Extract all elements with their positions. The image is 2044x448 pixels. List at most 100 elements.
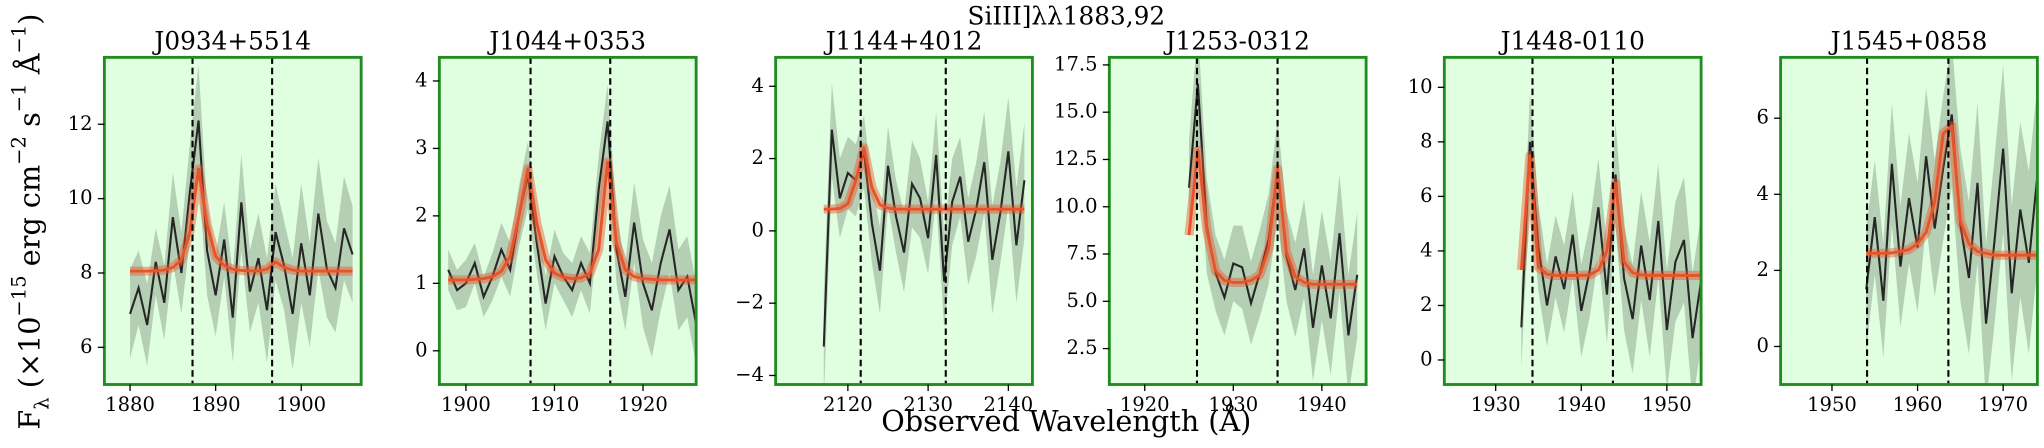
x-tick-label: 1950 [1807,393,1857,416]
flux-line [1520,141,1702,339]
y-tick-label: 2 [415,203,427,226]
panel-title: J1448-0110 [1498,27,1645,56]
y-tick-label: 4 [1756,182,1768,205]
y-tick-label: 4 [1420,238,1432,261]
error-band [1943,57,1952,240]
x-tick-label: 1930 [1208,393,1258,416]
y-tick-label: 10.0 [1054,194,1098,217]
x-tick-label: 1940 [1556,393,1606,416]
figure-title: SiIII]λλ1883,92 [968,2,1166,31]
panel-background [439,57,697,385]
y-label-part: λ [30,397,53,409]
model-line [1866,124,2038,257]
panel-frame [1442,55,1703,386]
y-label-part: erg cm [12,165,46,275]
x-tick-label: 2130 [903,393,953,416]
y-label-part: −2 [7,136,30,165]
error-band [1233,225,1243,309]
y-tick-label: 2.5 [1067,336,1098,359]
panel-title: J0934+5514 [151,27,311,56]
panel-frame [1107,55,1368,386]
y-tick-label: 0 [751,218,763,241]
y-tick-label: 8 [80,260,92,283]
panel-title: J1253-0312 [1163,27,1310,56]
panel-title: J1144+4012 [823,27,983,56]
flux-line [447,121,697,325]
x-tick-label: 1890 [191,393,241,416]
x-axis-label: Observed Wavelength (Å) [881,404,1251,438]
y-label-part: (×10 [12,317,46,398]
y-tick-label: −4 [735,363,764,386]
y-tick-label: 2 [751,146,763,169]
x-tick-label: 1950 [1642,393,1692,416]
panel-frame [102,55,363,386]
x-tick-label: 1960 [1893,393,1943,416]
y-tick-label: 12 [68,112,93,135]
x-tick-label: 1930 [1471,393,1521,416]
model-line [823,146,1025,211]
y-tick-label: 6 [1420,184,1432,207]
panel-frame [1779,55,2039,386]
error-band [457,259,466,311]
y-tick-label: 6 [1756,106,1768,129]
panel-frame [437,55,698,386]
y-tick-label: 15.0 [1054,100,1098,123]
x-tick-label: 1920 [618,393,668,416]
panel-title: J1545+0858 [1828,27,1988,56]
flux-line [1865,114,2038,324]
y-tick-label: 2 [1420,293,1432,316]
y-tick-label: 6 [80,335,92,358]
model-line [130,167,353,273]
y-axis-label: Fλ (×10−15 erg cm−2 s−1 Å−1) [7,14,53,430]
x-tick-label: 1920 [1120,393,1170,416]
y-tick-label: 0 [1756,334,1768,357]
error-band [130,250,139,359]
panel-frame [774,55,1034,386]
model-line [1187,148,1358,286]
y-tick-label: 0 [1420,347,1432,370]
plot-area [1184,57,1359,385]
error-band [1692,215,1702,385]
x-tick-label: 2140 [983,393,1033,416]
panel-title: J1044+0353 [486,27,646,56]
error-band [1986,156,1995,385]
y-tick-label: 7.5 [1067,242,1098,265]
y-tick-label: 4 [415,68,427,91]
y-label-part: −1 [7,25,30,54]
x-tick-label: 1900 [276,393,326,416]
y-label-part: F [12,410,46,430]
x-tick-label: 1940 [1297,393,1347,416]
y-tick-label: 3 [415,136,427,159]
y-tick-label: 17.5 [1054,52,1098,75]
flux-line [129,120,354,326]
y-tick-label: 10 [68,186,93,209]
x-tick-label: 2120 [823,393,873,416]
x-tick-label: 1880 [105,393,155,416]
plot-area [822,57,1026,385]
x-tick-label: 1910 [530,393,580,416]
y-tick-label: 1 [415,271,427,294]
plot-area [129,57,354,385]
y-tick-label: 2 [1756,258,1768,281]
y-tick-label: 0 [415,338,427,361]
y-label-part: −1 [7,83,30,112]
y-tick-label: 10 [1408,75,1433,98]
model-line [1519,154,1702,277]
x-tick-label: 1970 [1978,393,2028,416]
x-tick-label: 1900 [441,393,491,416]
plot-area [447,57,697,385]
y-tick-label: 4 [751,74,763,97]
y-label-part: Å [12,53,46,83]
model-line [448,160,697,282]
plot-area [1516,57,1702,385]
y-tick-label: 12.5 [1054,147,1098,170]
y-tick-label: 8 [1420,129,1432,152]
plot-area [1865,57,2038,385]
y-label-part: s [12,112,46,136]
y-label-part: −15 [7,275,30,316]
y-tick-label: 5.0 [1067,289,1098,312]
y-label-part: ) [12,14,46,25]
y-tick-label: −2 [735,291,764,314]
